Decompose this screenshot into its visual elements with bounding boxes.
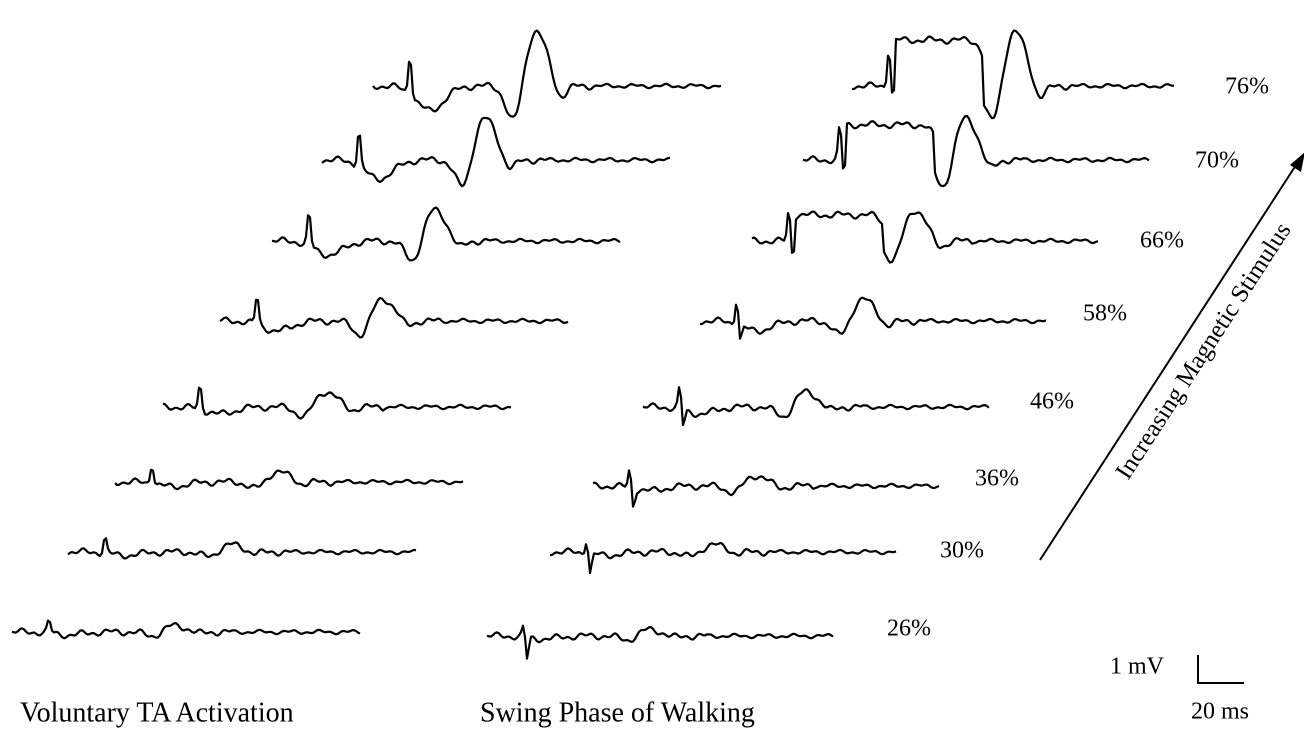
emg-trace [271,206,621,262]
emg-trace [642,386,990,427]
arrow-head [1290,152,1304,172]
emg-trace [114,468,464,491]
emg-trace [219,296,569,339]
emg-trace [549,542,897,575]
stimulus-level: 46% [1030,389,1074,415]
stimulus-level: 70% [1195,148,1239,174]
emg-trace [592,469,940,508]
stimulus-level: 26% [887,616,931,642]
stimulus-level: 30% [940,538,984,564]
stimulus-level: 36% [975,466,1019,492]
emg-trace [486,624,834,660]
arrow-label: Increasing Magnetic Stimulus [1111,218,1297,484]
panel-label: Swing Phase of Walking [480,697,755,728]
traces [11,29,1174,660]
emg-trace [162,386,512,420]
emg-trace [700,296,1047,340]
emg-trace [802,114,1150,188]
scale-voltage-label: 1 mV [1110,654,1165,680]
stimulus-level: 76% [1225,74,1269,100]
panel-label: Voluntary TA Activation [20,697,294,728]
stimulus-labels: 76% 70% 66% 58% 46% 36% 30% 26% [887,74,1269,642]
emg-trace [321,116,671,188]
stimulus-arrow [1039,161,1299,561]
emg-trace [11,619,361,640]
emg-trace [751,210,1099,264]
stimulus-level: 66% [1140,228,1184,254]
stimulus-level: 58% [1083,301,1127,327]
emg-trace [67,537,417,560]
emg-trace [852,29,1174,120]
emg-trace [372,29,722,118]
scale-time-label: 20 ms [1191,699,1249,725]
